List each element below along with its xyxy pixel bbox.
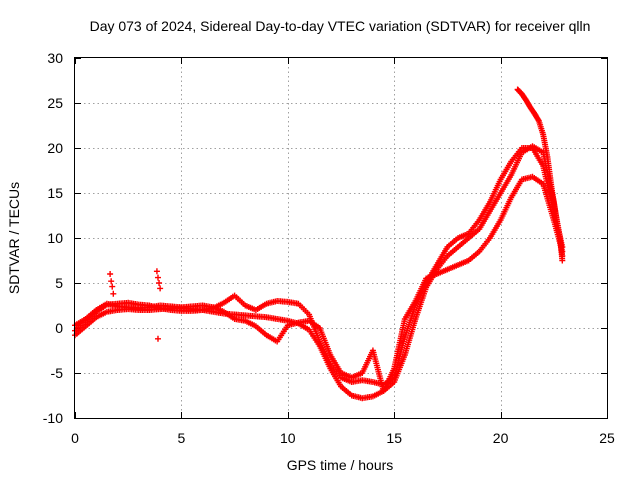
y-tick-label: 20: [47, 140, 63, 156]
y-tick-label: 0: [55, 320, 63, 336]
y-tick-label: 10: [47, 230, 63, 246]
axis-ticks: 0 5 10 15 20 25 -10 -5 0 5 10 15 20 25 30: [43, 50, 615, 446]
x-tick-label: 5: [178, 430, 186, 446]
y-tick-label: 15: [47, 185, 63, 201]
plot-frame: [74, 57, 608, 419]
y-tick-label: -5: [51, 365, 64, 381]
x-tick-label: 0: [71, 430, 79, 446]
y-tick-label: -10: [43, 410, 63, 426]
series-outliers: [107, 268, 164, 342]
y-tick-label: 25: [47, 95, 63, 111]
x-tick-label: 10: [280, 430, 296, 446]
y-tick-label: 5: [55, 275, 63, 291]
series-track-a: [72, 143, 566, 402]
grid: [75, 58, 607, 418]
x-axis-label: GPS time / hours: [287, 457, 394, 473]
y-axis-label: SDTVAR / TECUs: [6, 182, 22, 294]
data-points: [72, 86, 566, 402]
x-tick-label: 25: [599, 430, 615, 446]
x-tick-label: 20: [493, 430, 509, 446]
chart-title: Day 073 of 2024, Sidereal Day-to-day VTE…: [90, 18, 591, 34]
series-track-d: [514, 86, 566, 264]
x-tick-label: 15: [386, 430, 402, 446]
y-tick-label: 30: [47, 50, 63, 66]
series-track-c: [72, 173, 566, 394]
series-track-b: [72, 145, 566, 388]
